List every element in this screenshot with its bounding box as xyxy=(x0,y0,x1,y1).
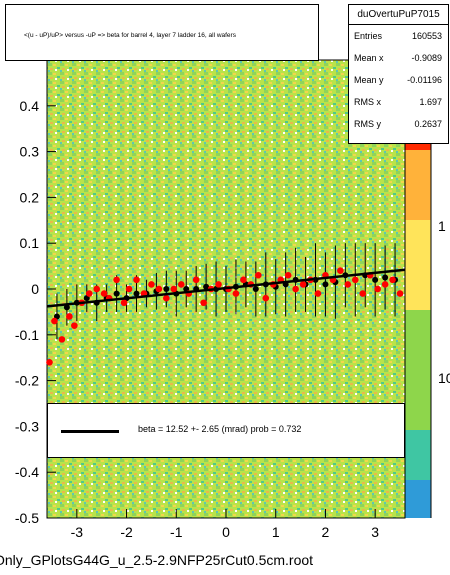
data-point xyxy=(396,290,404,297)
data-point xyxy=(374,285,381,293)
data-point xyxy=(215,281,222,288)
x-tick-label: 3 xyxy=(371,524,379,540)
x-tick-label: -1 xyxy=(170,524,183,540)
profile-point xyxy=(252,286,259,292)
profile-point xyxy=(203,283,210,290)
data-point xyxy=(381,281,389,288)
palette-teal xyxy=(405,430,431,480)
data-point xyxy=(85,290,93,297)
data-point xyxy=(113,276,120,284)
stat-value: 1.697 xyxy=(419,97,442,107)
stat-label: RMS y xyxy=(354,119,381,129)
stat-value: -0.9089 xyxy=(411,53,442,63)
data-point xyxy=(58,336,66,343)
data-point xyxy=(255,271,262,279)
data-point xyxy=(177,281,185,288)
data-point xyxy=(163,294,170,302)
file-name: Only_GPlotsG44G_u_2.5-2.9NFP25rCut0.5cm.… xyxy=(0,552,314,568)
axes-layer: -3 -2 -1 0 1 2 3 -0.5 -0.4 -0.3 -0.2 -0.1 0 0.1 0.2 0.3… xyxy=(15,98,450,540)
x-tick-label: -2 xyxy=(120,524,133,540)
data-point xyxy=(71,322,78,329)
x-tick-label: 0 xyxy=(222,524,230,540)
data-point xyxy=(120,299,128,307)
data-point xyxy=(262,294,270,302)
profile-point xyxy=(63,304,70,311)
chart-title: <(u - uP)/uP> versus -uP => beta for bar… xyxy=(24,32,236,39)
stat-value: -0.01196 xyxy=(407,75,442,85)
data-point xyxy=(133,276,140,284)
palette-blue xyxy=(405,480,431,518)
y-tick-label: -0.4 xyxy=(15,464,39,480)
data-point xyxy=(200,299,207,307)
stat-value: 160553 xyxy=(411,31,442,41)
data-point xyxy=(232,290,240,297)
y-tick-label: -0.3 xyxy=(15,418,39,434)
data-point xyxy=(155,285,163,293)
profile-point xyxy=(322,281,329,288)
data-point xyxy=(46,358,53,366)
data-point xyxy=(93,285,101,293)
stat-label: Mean x xyxy=(354,53,384,63)
y-tick-label: 0.4 xyxy=(20,98,40,114)
stat-label: Mean y xyxy=(354,75,384,85)
y-tick-label: -0.1 xyxy=(15,327,39,343)
stat-row-rms-y: RMS y 0.2637 xyxy=(354,113,442,135)
stats-title: duOvertuPuP7015 xyxy=(349,5,448,25)
data-point xyxy=(314,290,322,297)
data-point xyxy=(66,313,73,320)
stat-row-mean-x: Mean x -0.9089 xyxy=(354,47,442,69)
fit-legend-line xyxy=(61,430,119,433)
z-tick-label: 10 xyxy=(438,370,450,386)
data-point xyxy=(51,317,58,325)
profile-point xyxy=(372,276,379,283)
stat-value: 0.2637 xyxy=(414,119,442,129)
title-box: <(u - uP)/uP> versus -uP => beta for bar… xyxy=(5,4,319,61)
data-point xyxy=(170,285,178,293)
stat-row-rms-x: RMS x 1.697 xyxy=(354,91,442,113)
data-point xyxy=(359,290,367,297)
data-point xyxy=(148,281,155,288)
profile-point xyxy=(113,290,120,297)
stat-row-entries: Entries 160553 xyxy=(354,25,442,47)
data-point xyxy=(389,276,396,284)
palette-green xyxy=(405,310,431,430)
data-point xyxy=(351,276,359,284)
fit-line xyxy=(46,268,406,308)
stats-box: duOvertuPuP7015 Entries 160553 Mean x -0… xyxy=(348,4,449,144)
fit-result: beta = 12.52 +- 2.65 (mrad) prob = 0.732 xyxy=(138,424,302,434)
fit-layer xyxy=(46,268,406,308)
z-tick-label: 1 xyxy=(438,218,446,234)
data-point xyxy=(240,276,247,284)
y-tick-label: 0.2 xyxy=(20,189,40,205)
data-point xyxy=(299,281,307,288)
y-tick-label: -0.5 xyxy=(15,510,39,526)
data-point xyxy=(192,276,200,284)
stat-row-mean-y: Mean y -0.01196 xyxy=(354,69,442,91)
data-point xyxy=(284,271,292,279)
y-tick-label: 0 xyxy=(31,281,39,297)
data-point xyxy=(344,281,352,288)
profile-point xyxy=(163,286,170,292)
palette-orange xyxy=(405,150,431,220)
stat-label: RMS x xyxy=(354,97,381,107)
stat-label: Entries xyxy=(354,31,383,41)
profile-point xyxy=(133,290,140,297)
palette-yellow xyxy=(405,220,431,310)
y-tick-label: 0.3 xyxy=(20,144,40,160)
data-point xyxy=(337,267,344,274)
x-tick-label: 1 xyxy=(272,524,280,540)
x-tick-label: -3 xyxy=(71,524,84,540)
data-point xyxy=(100,290,108,297)
data-point xyxy=(292,285,299,293)
palette-red xyxy=(405,144,431,150)
profile-point xyxy=(382,274,389,281)
y-tick-label: -0.2 xyxy=(15,373,39,389)
fit-legend: beta = 12.52 +- 2.65 (mrad) prob = 0.732 xyxy=(47,403,405,458)
y-tick-label: 0.1 xyxy=(20,235,40,251)
x-tick-label: 2 xyxy=(322,524,330,540)
data-point xyxy=(125,285,133,293)
